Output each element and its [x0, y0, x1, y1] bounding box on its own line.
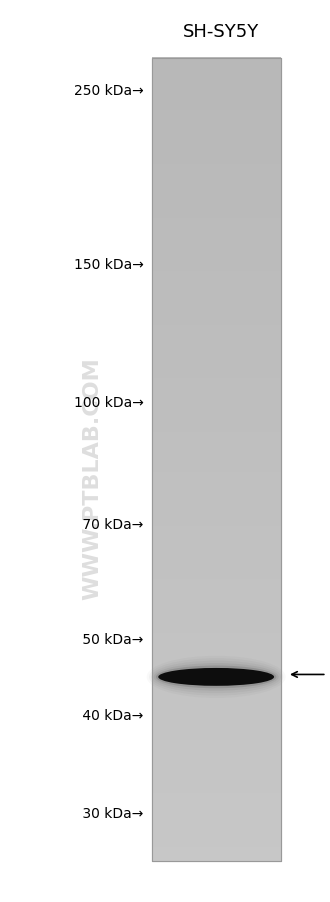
- Bar: [152, 727, 280, 741]
- Bar: [152, 245, 280, 260]
- Text: 250 kDa→: 250 kDa→: [74, 84, 144, 98]
- Bar: [152, 232, 280, 246]
- Bar: [152, 432, 280, 446]
- Bar: [152, 847, 280, 861]
- Text: 70 kDa→: 70 kDa→: [78, 518, 144, 531]
- Bar: [152, 620, 280, 634]
- Bar: [152, 713, 280, 728]
- Bar: [152, 673, 280, 687]
- Text: 30 kDa→: 30 kDa→: [78, 805, 144, 820]
- Text: 50 kDa→: 50 kDa→: [78, 632, 144, 646]
- Bar: [152, 593, 280, 607]
- Bar: [152, 539, 280, 554]
- Bar: [152, 218, 280, 233]
- Bar: [152, 258, 280, 272]
- Bar: [152, 566, 280, 581]
- Bar: [152, 352, 280, 366]
- Text: 100 kDa→: 100 kDa→: [74, 396, 144, 410]
- Bar: [152, 647, 280, 660]
- Bar: [152, 700, 280, 714]
- Ellipse shape: [156, 666, 277, 688]
- Bar: [152, 97, 280, 112]
- Bar: [152, 660, 280, 674]
- Bar: [152, 512, 280, 527]
- Bar: [152, 794, 280, 808]
- Bar: [152, 606, 280, 621]
- Bar: [152, 326, 280, 339]
- Bar: [152, 59, 280, 861]
- Bar: [152, 111, 280, 125]
- Bar: [152, 686, 280, 701]
- Bar: [152, 767, 280, 781]
- Bar: [152, 740, 280, 754]
- Bar: [152, 58, 280, 72]
- Bar: [152, 338, 280, 353]
- Bar: [152, 285, 280, 299]
- Bar: [152, 85, 280, 98]
- Bar: [152, 365, 280, 380]
- Bar: [152, 833, 280, 848]
- Bar: [152, 553, 280, 567]
- Bar: [152, 419, 280, 433]
- Ellipse shape: [158, 668, 274, 686]
- Bar: [152, 473, 280, 487]
- Bar: [152, 191, 280, 206]
- Bar: [152, 753, 280, 768]
- Text: 150 kDa→: 150 kDa→: [74, 258, 144, 272]
- Bar: [152, 165, 280, 179]
- Bar: [152, 272, 280, 286]
- Ellipse shape: [153, 663, 279, 691]
- Bar: [152, 392, 280, 407]
- Bar: [152, 459, 280, 474]
- Bar: [152, 486, 280, 500]
- Text: WWW.PTBLAB.COM: WWW.PTBLAB.COM: [82, 357, 102, 599]
- Text: 40 kDa→: 40 kDa→: [78, 708, 144, 722]
- Bar: [152, 807, 280, 821]
- Bar: [152, 580, 280, 594]
- Bar: [152, 406, 280, 420]
- Bar: [152, 780, 280, 795]
- Bar: [152, 500, 280, 513]
- Bar: [152, 821, 280, 834]
- Bar: [152, 379, 280, 393]
- Bar: [152, 205, 280, 219]
- Bar: [152, 633, 280, 648]
- Bar: [152, 124, 280, 139]
- Text: SH-SY5Y: SH-SY5Y: [183, 23, 259, 41]
- Bar: [152, 152, 280, 166]
- Bar: [152, 312, 280, 327]
- Bar: [152, 299, 280, 313]
- Bar: [152, 526, 280, 540]
- Bar: [152, 71, 280, 86]
- Bar: [152, 59, 280, 861]
- Bar: [152, 178, 280, 192]
- Bar: [152, 446, 280, 460]
- Bar: [152, 138, 280, 152]
